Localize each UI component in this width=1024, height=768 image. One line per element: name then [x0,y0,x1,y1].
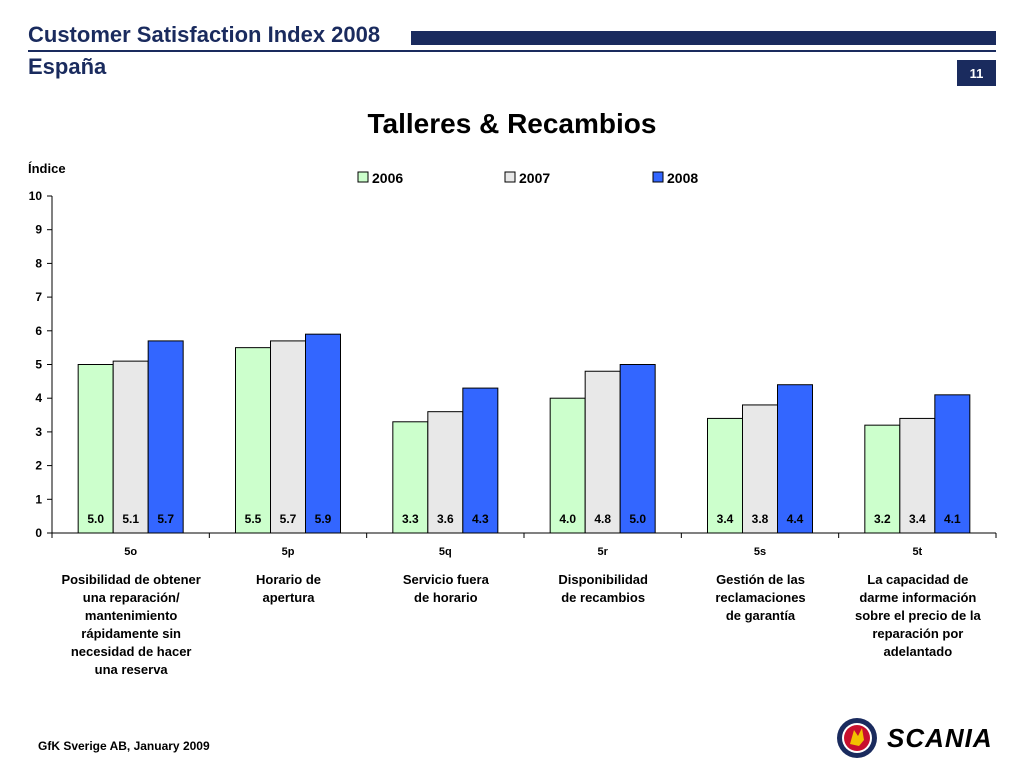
y-tick-label: 3 [35,425,42,439]
data-label: 3.3 [402,512,419,526]
data-label: 5.1 [122,512,139,526]
category-description: Horario de apertura [255,572,321,605]
legend-swatch-2008 [652,171,664,183]
x-tick-label: 5t [912,546,922,558]
y-tick-label: 10 [29,189,43,203]
header-bar [411,31,996,45]
x-tick-label: 5p [282,546,295,558]
griffin-emblem-icon [837,718,877,758]
x-tick-label: 5q [439,546,452,558]
data-label: 3.4 [909,512,926,526]
y-tick-label: 6 [35,324,42,338]
data-label: 5.7 [280,512,297,526]
header-divider [28,50,996,52]
bar-2007-5q [427,411,464,534]
data-label: 3.8 [752,512,769,526]
report-title: Customer Satisfaction Index 2008 [28,22,381,47]
report-subtitle: España [28,54,107,79]
data-label: 4.3 [472,512,489,526]
bar-2008-5r [619,364,656,534]
bar-2008-5s [777,384,813,534]
bar-2007-5r [584,370,621,534]
scania-logo: SCANIA [835,716,993,760]
data-label: 4.1 [944,512,961,526]
data-label: 4.0 [559,512,576,526]
legend-swatch-2006 [357,171,369,183]
bar-2006-5t [864,424,901,534]
y-tick-label: 1 [35,492,42,506]
data-label: 5.9 [315,512,332,526]
data-label: 5.0 [629,512,646,526]
data-label: 3.6 [437,512,454,526]
data-label: 4.4 [787,512,804,526]
y-tick-label: 0 [35,526,42,540]
bar-2007-5t [899,417,936,534]
category-description: Gestión de las reclamaciones de garantía [715,572,806,623]
x-tick-label: 5s [754,546,766,558]
y-tick-label: 8 [35,256,42,270]
bar-2006-5r [549,397,586,534]
data-label: 4.8 [594,512,611,526]
page-number-badge: 11 [957,60,996,86]
x-tick-label: 5o [124,546,137,558]
bar-2006-5q [392,421,429,534]
bar-2008-5t [934,394,971,534]
data-label: 3.2 [874,512,891,526]
chart-title: Talleres & Recambios [367,108,657,139]
data-label: 3.4 [717,512,734,526]
bar-2007-5o [112,360,149,534]
bar-2008-5q [462,387,499,534]
y-tick-label: 9 [35,223,42,237]
legend-swatch-2007 [504,171,516,183]
bar-2008-5o [147,340,184,534]
legend-label: 2006 [372,170,403,186]
bar-2008-5p [305,333,341,534]
data-label: 5.5 [245,512,262,526]
y-tick-label: 2 [35,459,42,473]
y-axis-label: Índice [28,161,66,176]
category-description: Servicio fuera de horario [402,572,489,605]
category-description: La capacidad de darme información sobre … [854,572,981,659]
data-label: 5.7 [157,512,174,526]
y-tick-label: 5 [35,358,42,372]
bar-2006-5p [235,347,271,534]
data-label: 5.0 [87,512,104,526]
y-tick-label: 4 [35,391,42,405]
category-description: Posibilidad de obtener una reparación/ m… [61,572,201,677]
logo-wordmark: SCANIA [887,722,993,753]
y-tick-label: 7 [35,290,42,304]
legend-label: 2007 [519,170,550,186]
bar-2006-5o [77,364,114,534]
x-tick-label: 5r [597,546,608,558]
category-description: Disponibilidad de recambios [558,572,648,605]
bar-2007-5p [270,340,306,534]
legend-label: 2008 [667,170,698,186]
footer-source: GfK Sverige AB, January 2009 [38,739,210,753]
